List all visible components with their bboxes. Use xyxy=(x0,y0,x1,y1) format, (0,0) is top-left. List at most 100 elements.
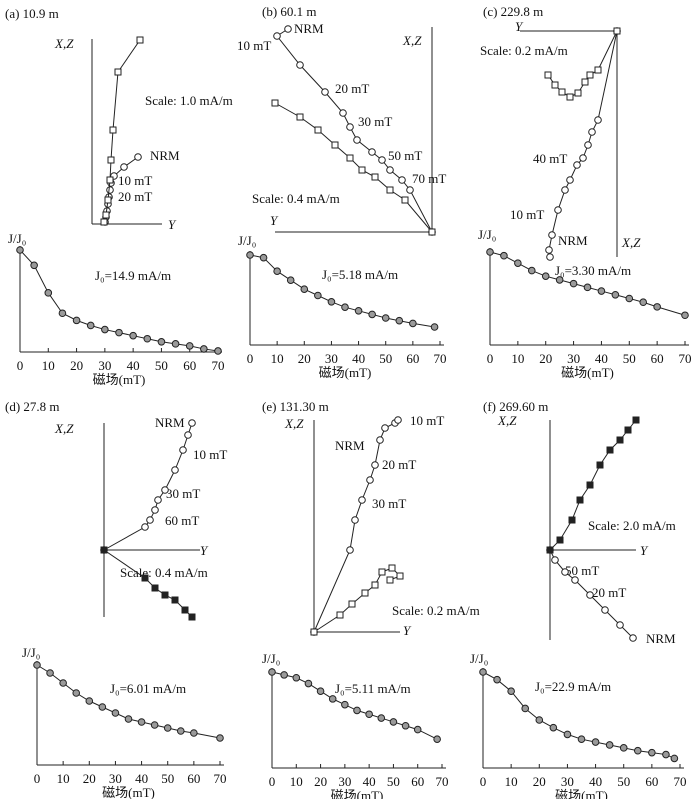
data-point xyxy=(377,714,386,722)
step-label: 50 mT xyxy=(565,563,599,578)
step-label: 40 mT xyxy=(533,151,567,166)
x-tick-label: 40 xyxy=(127,358,140,373)
data-point xyxy=(137,718,146,726)
panel-title: (e) 131.30 m xyxy=(262,399,329,414)
data-point xyxy=(555,276,564,284)
data-point xyxy=(535,716,544,724)
data-point xyxy=(341,700,349,709)
data-point xyxy=(670,754,679,763)
data-point xyxy=(124,715,133,723)
data-point xyxy=(86,321,95,330)
data-point xyxy=(136,36,144,44)
data-point xyxy=(500,251,508,260)
data-point xyxy=(401,721,410,730)
j0-label: J₀=14.9 mA/m xyxy=(95,268,171,283)
panel-title: (a) 10.9 m xyxy=(5,6,59,21)
x-tick-label: 60 xyxy=(406,351,419,366)
data-point xyxy=(100,546,108,554)
data-point xyxy=(214,347,222,355)
data-point xyxy=(606,446,614,454)
x-tick-label: 50 xyxy=(387,774,400,789)
data-point xyxy=(141,523,149,531)
x-tick-label: 60 xyxy=(183,358,196,373)
data-point xyxy=(648,748,656,757)
step-label: 30 mT xyxy=(358,114,392,129)
data-point xyxy=(546,546,554,554)
data-point xyxy=(395,316,404,325)
x-tick-label: 50 xyxy=(617,774,630,789)
step-label: 10 mT xyxy=(510,207,544,222)
x-tick-label: 60 xyxy=(187,771,200,786)
projection-line xyxy=(103,549,193,618)
data-point xyxy=(577,735,586,744)
data-point xyxy=(616,621,624,629)
step-label: 10 mT xyxy=(193,447,227,462)
data-point xyxy=(594,116,602,124)
data-point xyxy=(134,153,142,161)
data-point xyxy=(316,687,325,696)
data-point xyxy=(129,331,137,340)
data-point xyxy=(171,466,179,474)
x-tick-label: 30 xyxy=(567,351,580,366)
x-tick-label: 70 xyxy=(214,771,227,786)
projection-line xyxy=(549,419,637,551)
data-point xyxy=(591,738,600,746)
data-point xyxy=(601,606,609,614)
x-tick-label: 40 xyxy=(589,774,602,789)
data-point xyxy=(597,287,606,295)
j0-label: J₀=3.30 mA/m xyxy=(555,263,631,278)
data-point xyxy=(273,267,281,276)
x-tick-label: 10 xyxy=(290,774,303,789)
x-tick-label: 50 xyxy=(155,358,168,373)
data-point xyxy=(141,574,149,582)
x-tick-label: 10 xyxy=(271,351,284,366)
x-tick-label: 0 xyxy=(34,771,41,786)
y-axis-label: X,Z xyxy=(284,416,304,431)
data-point xyxy=(30,261,38,270)
data-point xyxy=(586,71,594,79)
x-tick-label: 0 xyxy=(247,351,254,366)
data-point xyxy=(365,710,373,719)
data-point xyxy=(386,186,394,194)
data-point xyxy=(286,276,295,285)
data-point xyxy=(386,576,394,584)
data-point xyxy=(304,679,313,688)
y-axis-label: J/J₀ xyxy=(22,645,40,660)
scale-label: Scale: 0.4 mA/m xyxy=(252,191,340,206)
step-label: NRM xyxy=(646,631,676,646)
data-point xyxy=(594,66,602,74)
data-point xyxy=(378,568,386,576)
data-point xyxy=(586,591,594,599)
data-point xyxy=(58,309,67,318)
data-point xyxy=(98,703,107,711)
step-label: 70 mT xyxy=(412,171,446,186)
panel-title: (c) 229.8 m xyxy=(483,4,543,19)
scale-label: Scale: 0.4 mA/m xyxy=(120,565,208,580)
data-point xyxy=(413,725,422,734)
data-point xyxy=(310,628,318,636)
y-axis-label: J/J₀ xyxy=(238,233,256,248)
data-point xyxy=(376,436,384,444)
data-point xyxy=(568,516,576,524)
step-label: NRM xyxy=(558,233,588,248)
data-point xyxy=(368,148,376,156)
data-point xyxy=(336,611,344,619)
data-point xyxy=(381,424,389,432)
x-tick-label: 70 xyxy=(674,774,687,789)
data-point xyxy=(361,589,369,597)
x-tick-label: 60 xyxy=(651,351,664,366)
data-point xyxy=(371,173,379,181)
scale-label: Scale: 0.2 mA/m xyxy=(480,43,568,58)
data-point xyxy=(662,750,670,759)
data-point xyxy=(161,486,169,494)
x-axis-label: Y xyxy=(168,217,177,232)
x-tick-label: 0 xyxy=(487,351,494,366)
data-point xyxy=(368,310,376,319)
data-point xyxy=(521,704,530,713)
step-label: 20 mT xyxy=(335,81,369,96)
data-point xyxy=(569,279,578,288)
data-point xyxy=(143,334,152,343)
data-point xyxy=(331,141,339,149)
data-point xyxy=(346,546,354,554)
